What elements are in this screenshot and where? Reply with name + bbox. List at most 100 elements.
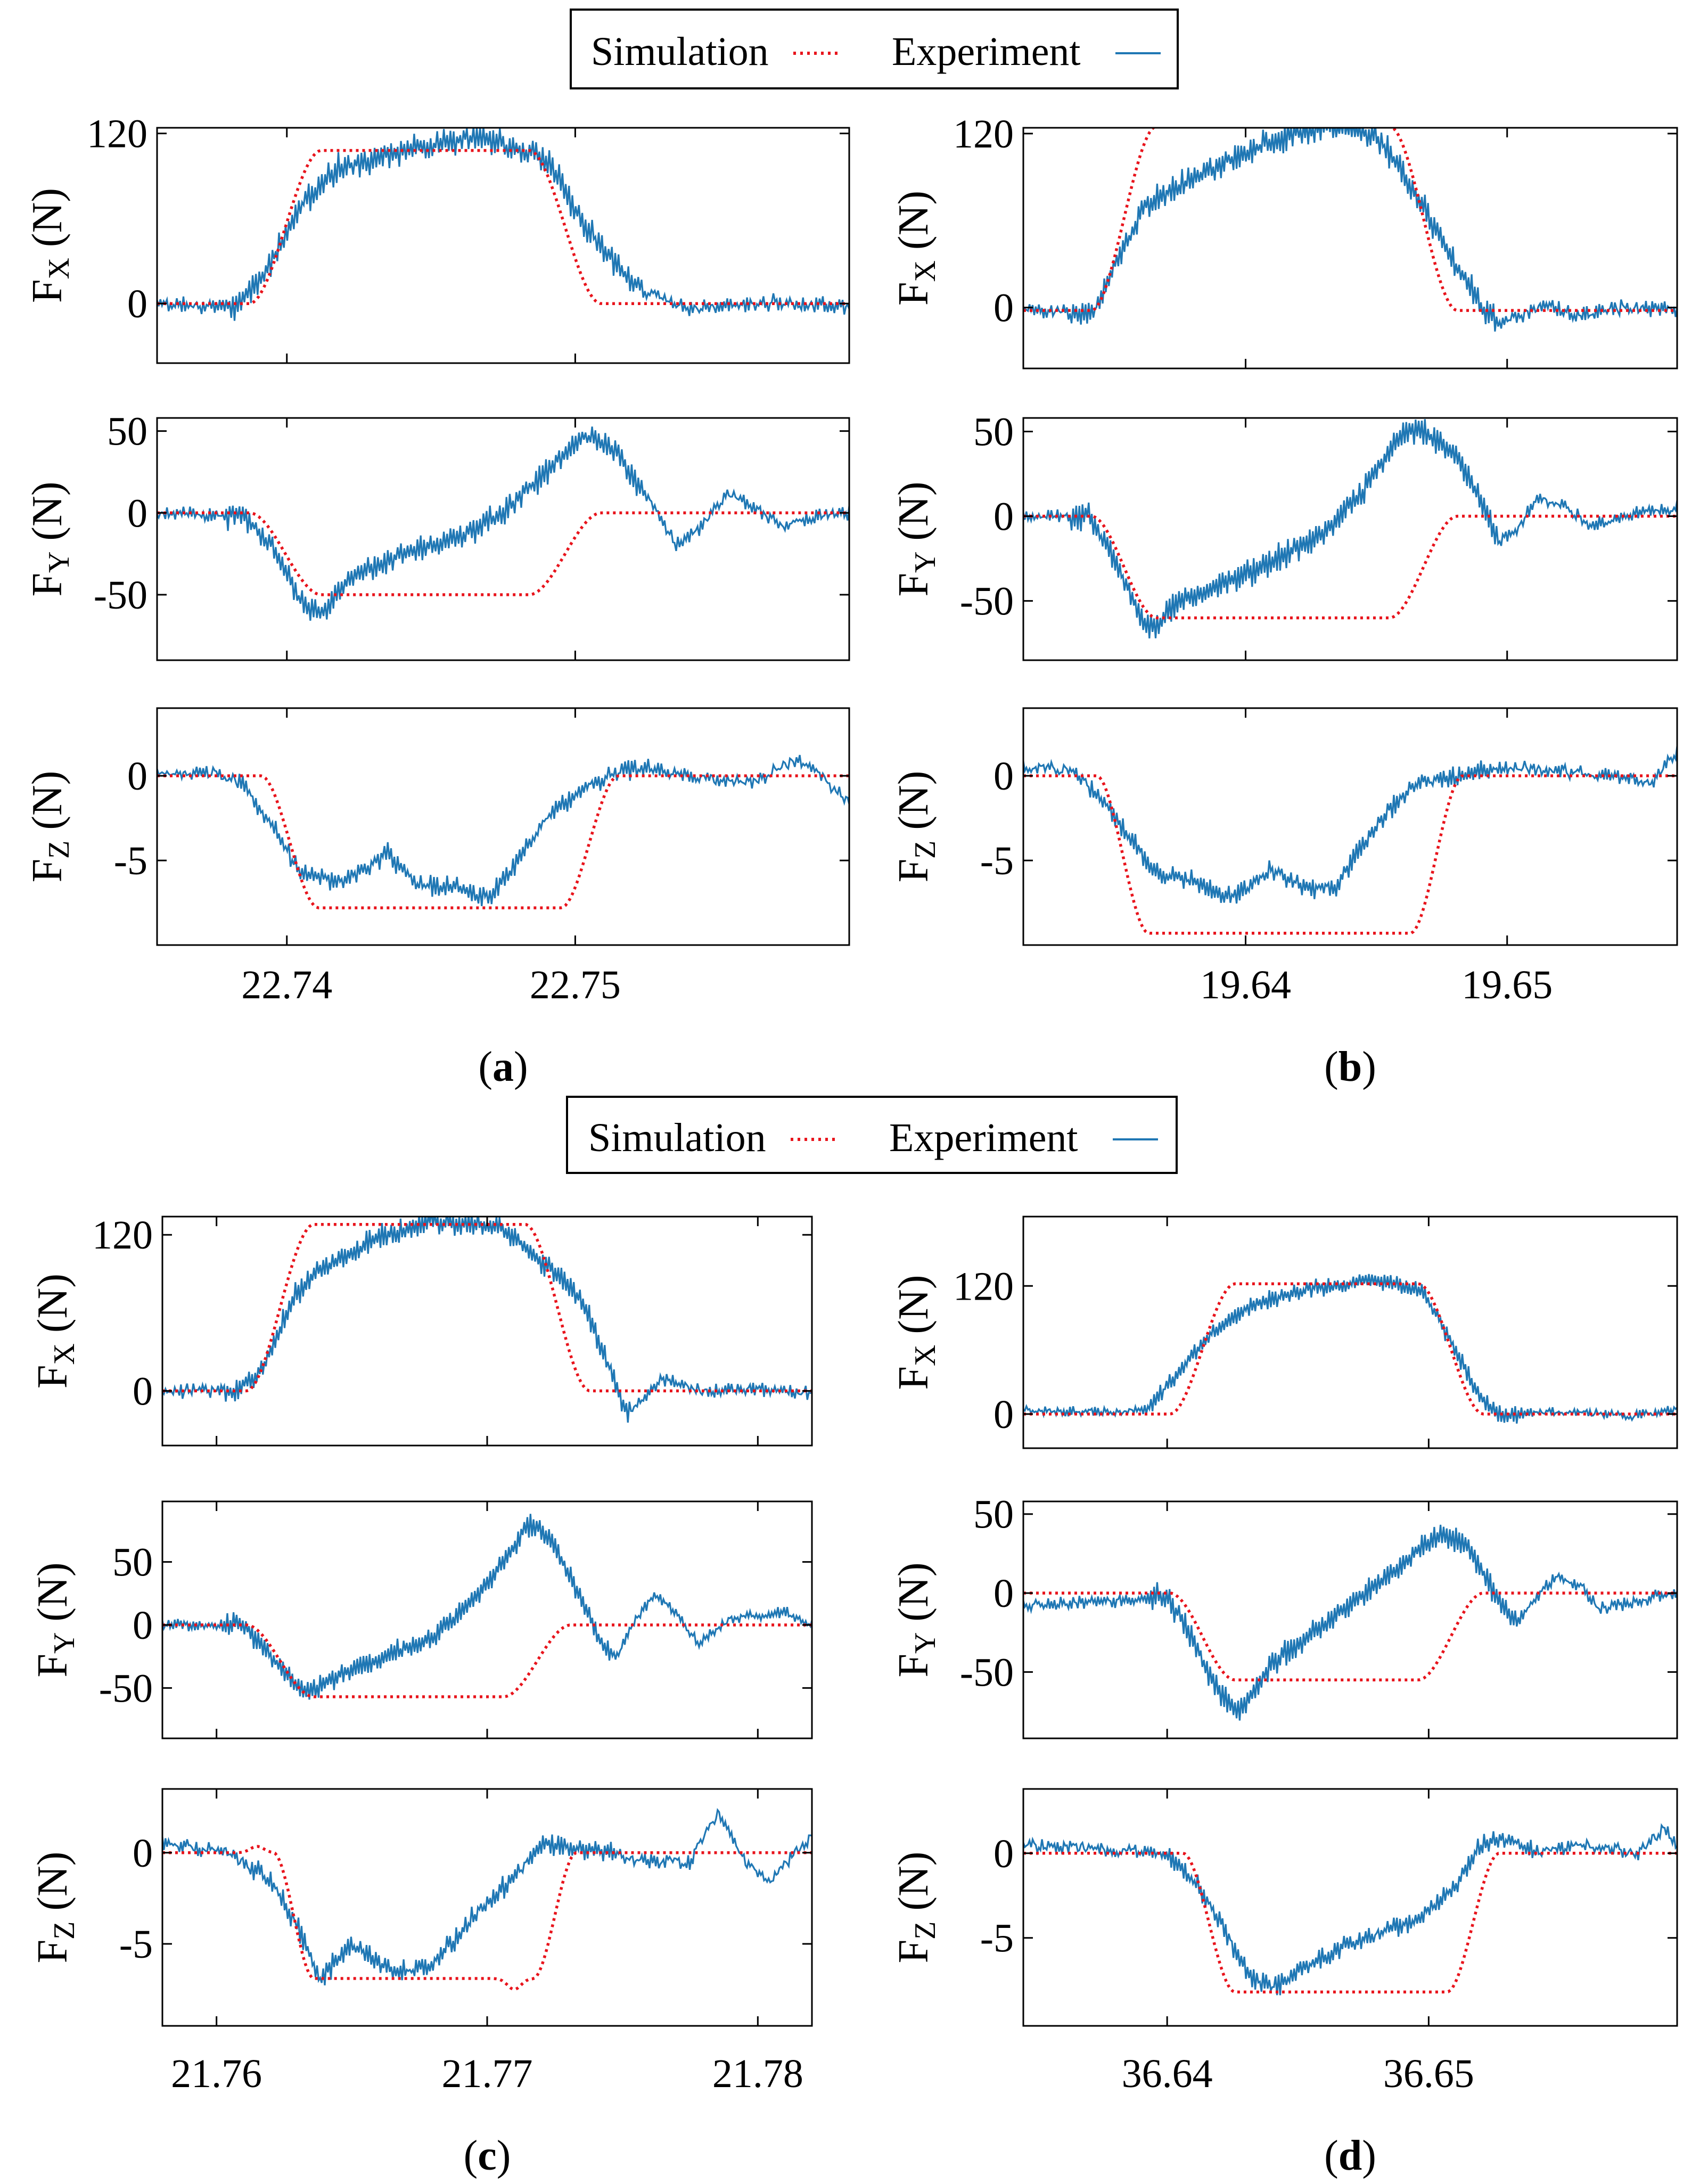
- panel-2-subplot-2-experiment-line: [162, 1808, 812, 1986]
- panel-1-subplot-2-axes-box: [1022, 707, 1678, 946]
- panel-2-xtick-label-1: 21.77: [442, 2051, 533, 2096]
- panel-1-subplot-2-experiment-line: [1023, 746, 1677, 904]
- panel-0-subplot-2-axes-box: [156, 707, 850, 946]
- panel-0-subplot-2-simulation-line: [157, 774, 849, 909]
- panel-2-subplot-0-simulation-line: [162, 1222, 812, 1393]
- panel-2-xtick-label-0: 21.76: [171, 2051, 262, 2096]
- panel-1-subplot-1: 50 0 -50 FY (N): [890, 409, 1678, 661]
- panel-3-xtick-label-1: 36.65: [1383, 2051, 1474, 2096]
- panel-1-subplot-2-ylabel: FZ (N): [890, 771, 942, 883]
- panel-0-subplot-1-axes-box: [156, 417, 850, 661]
- panel-1-subplot-2-ytick-label-1: -5: [980, 839, 1014, 883]
- panel-3-subplot-2: 0 -5 FZ (N): [890, 1788, 1678, 2027]
- panel-0-label: (a): [478, 1044, 528, 1090]
- panel-3-subplot-1: 50 0 -50 FY (N): [890, 1492, 1678, 1739]
- panel-0-subplot-1-simulation-line: [157, 511, 849, 596]
- panel-3-subplot-1-simulation-line: [1023, 1591, 1677, 1681]
- panel-3-subplot-1-experiment-line: [1023, 1524, 1677, 1721]
- legend-bottom-experiment-label: Experiment: [889, 1115, 1078, 1160]
- legend-bottom-simulation-label: Simulation: [588, 1115, 766, 1160]
- panel-1-subplot-0-simulation-line: [1023, 128, 1677, 312]
- panel-0-subplot-2-ytick-label-1: -5: [114, 839, 147, 883]
- panel-1-subplot-2-ytick-label-0: 0: [993, 754, 1014, 799]
- panel-0-subplot-0-simulation-line: [157, 149, 849, 305]
- panel-1-subplot-1-simulation-line: [1023, 514, 1677, 620]
- panel-0-subplot-2: 0 -5 FZ (N): [24, 707, 850, 946]
- legend-top-experiment-label: Experiment: [892, 29, 1081, 74]
- panel-0-subplot-1-ytick-label-0: 50: [107, 409, 147, 454]
- panel-2-subplot-2: 0 -5 FZ (N): [29, 1788, 813, 2027]
- panel-3-subplot-1-ylabel: FY (N): [890, 1562, 942, 1677]
- panel-3-xtick-label-0: 36.64: [1122, 2051, 1213, 2096]
- panel-2-subplot-0-ytick-label-1: 120: [92, 1213, 153, 1258]
- panel-3-subplot-2-experiment-line: [1023, 1823, 1677, 1996]
- panel-3-subplot-2-ytick-label-0: 0: [993, 1832, 1014, 1876]
- panel-2-subplot-0-ylabel: FX (N): [29, 1274, 81, 1389]
- panel-2-subplot-2-ytick-label-0: 0: [133, 1831, 153, 1876]
- panel-2-subplot-1-ylabel: FY (N): [29, 1562, 81, 1677]
- legend-top: Simulation Experiment: [570, 9, 1179, 89]
- panel-2-subplot-2-ytick-label-1: -5: [119, 1922, 153, 1967]
- panel-0-subplot-1-ytick-label-1: 0: [127, 491, 147, 536]
- panel-1-subplot-2: 0 -5 FZ (N): [890, 707, 1678, 946]
- legend-top-simulation-label: Simulation: [591, 29, 769, 74]
- panel-1-label: (b): [1324, 1044, 1376, 1090]
- panel-0-subplot-2-ytick-label-0: 0: [127, 754, 147, 799]
- panel-0-subplot-0-ytick-label-0: 0: [127, 282, 147, 326]
- panel-2-subplot-2-simulation-line: [162, 1845, 812, 1991]
- panel-1-subplot-2-simulation-line: [1023, 774, 1677, 935]
- panel-3-subplot-0-axes-box: [1022, 1216, 1678, 1449]
- panel-2-subplot-1-ytick-label-0: 50: [112, 1540, 153, 1585]
- panel-1-subplot-1-ylabel: FY (N): [890, 481, 942, 596]
- panel-3-subplot-0-ytick-label-0: 0: [993, 1392, 1014, 1437]
- panel-2-subplot-1-experiment-line: [162, 1514, 812, 1700]
- panel-2-subplot-1-simulation-line: [162, 1623, 812, 1698]
- panel-1-subplot-1-axes-box: [1022, 417, 1678, 661]
- panel-3-subplot-0-simulation-line: [1023, 1282, 1677, 1416]
- panel-0-subplot-0-ytick-label-1: 120: [87, 112, 147, 157]
- panel-3-subplot-1-ytick-label-2: -50: [960, 1650, 1014, 1695]
- panel-0-subplot-1-ylabel: FY (N): [24, 481, 76, 596]
- panel-0-subplot-0-ylabel: FX (N): [24, 188, 76, 303]
- panel-2-subplot-0-ytick-label-0: 0: [133, 1369, 153, 1414]
- panel-1-subplot-1-ytick-label-1: 0: [993, 495, 1014, 539]
- panel-1-xtick-label-0: 19.64: [1200, 963, 1291, 1007]
- panel-3-subplot-2-simulation-line: [1023, 1852, 1677, 1994]
- panel-2-subplot-1: 50 0 -50 FY (N): [29, 1500, 813, 1739]
- panel-2-xtick-label-2: 21.78: [712, 2051, 803, 2096]
- legend-bottom-box: [566, 1096, 1178, 1174]
- panel-2-subplot-1-ytick-label-1: 0: [133, 1603, 153, 1648]
- panel-2-subplot-1-axes-box: [161, 1500, 813, 1739]
- panel-0-subplot-1-ytick-label-2: -50: [94, 573, 147, 618]
- panel-3-subplot-0-experiment-line: [1023, 1274, 1677, 1424]
- panel-3-subplot-0-ylabel: FX (N): [890, 1275, 942, 1390]
- legend-top-box: [570, 9, 1179, 89]
- panel-0-subplot-2-ylabel: FZ (N): [24, 771, 76, 883]
- panel-2-subplot-2-ylabel: FZ (N): [29, 1852, 81, 1964]
- panel-1-subplot-0-ytick-label-0: 0: [993, 286, 1014, 331]
- panel-3-subplot-2-ylabel: FZ (N): [890, 1852, 942, 1964]
- panel-1-subplot-0-experiment-line: [1023, 128, 1677, 332]
- panel-2-subplot-1-ytick-label-2: -50: [99, 1666, 153, 1711]
- panel-0-xtick-label-1: 22.75: [530, 963, 621, 1007]
- panel-3-subplot-1-ytick-label-0: 50: [973, 1492, 1014, 1537]
- panel-0-subplot-0-axes-box: [156, 127, 850, 364]
- panel-0-subplot-1: 50 0 -50 FY (N): [24, 409, 850, 661]
- panel-1-subplot-0-ytick-label-1: 120: [953, 112, 1014, 157]
- panel-0-subplot-2-experiment-line: [157, 754, 849, 907]
- panel-3-subplot-0-ytick-label-1: 120: [953, 1264, 1014, 1309]
- panel-1-xtick-label-1: 19.65: [1461, 963, 1553, 1007]
- panel-0-subplot-1-experiment-line: [157, 426, 849, 621]
- panel-3-label: (d): [1324, 2132, 1376, 2179]
- panel-1-subplot-0-axes-box: [1022, 127, 1678, 370]
- panel-3-subplot-2-axes-box: [1022, 1788, 1678, 2027]
- panel-0-xtick-label-0: 22.74: [241, 963, 332, 1007]
- legend-bottom: Simulation Experiment: [566, 1096, 1178, 1174]
